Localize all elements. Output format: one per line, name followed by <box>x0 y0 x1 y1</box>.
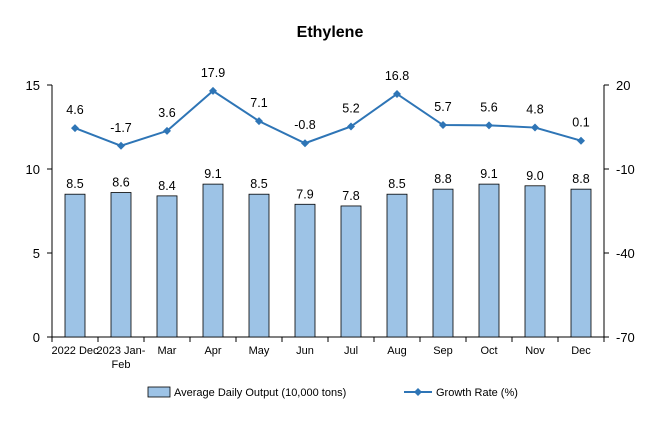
bar-data-label: 9.1 <box>480 167 497 181</box>
x-tick-label-line: Mar <box>158 345 177 357</box>
y-left-tick-label: 15 <box>26 78 40 93</box>
x-tick-label-line: 2023 Jan- <box>97 345 146 357</box>
x-tick-label: Nov <box>525 345 545 357</box>
line-data-label: -1.7 <box>110 121 132 135</box>
bar-data-label: 7.9 <box>296 187 313 201</box>
legend-bar-swatch <box>147 386 171 398</box>
y-left-tick-label: 0 <box>33 330 40 345</box>
line-data-label: 16.8 <box>385 69 409 83</box>
line-series <box>71 86 585 150</box>
bar-data-label: 8.8 <box>434 172 451 186</box>
bar-data-label: 8.4 <box>158 179 175 193</box>
x-tick-label-line: Oct <box>480 345 497 357</box>
bar-data-label: 9.0 <box>526 169 543 183</box>
x-tick-label: May <box>249 345 270 357</box>
chart-title: Ethylene <box>297 24 364 41</box>
bar-data-label: 8.5 <box>66 177 83 191</box>
bar <box>156 195 178 338</box>
growth-rate-point <box>577 136 585 145</box>
bar <box>248 193 270 338</box>
legend-line-marker <box>414 388 422 396</box>
x-tick-label-line: Apr <box>204 345 221 357</box>
bar <box>64 193 86 338</box>
legend-line-label: Growth Rate (%) <box>436 387 518 399</box>
x-tick-label-line: Sep <box>433 345 453 357</box>
line-data-label: -0.8 <box>294 118 316 132</box>
x-tick-label: Jun <box>296 345 314 357</box>
y-left-tick-label: 5 <box>33 246 40 261</box>
line-data-label: 5.7 <box>434 100 451 114</box>
line-data-label: 7.1 <box>250 96 267 110</box>
bar-data-label: 8.5 <box>250 177 267 191</box>
x-tick-label-line: Dec <box>571 345 591 357</box>
x-tick-label-line: Jul <box>344 345 358 357</box>
growth-rate-point <box>301 139 309 148</box>
line-data-label: 0.1 <box>572 116 589 130</box>
x-tick-label-line: May <box>249 345 270 357</box>
growth-rate-point <box>255 117 263 126</box>
bar <box>386 193 408 338</box>
growth-rate-point <box>347 122 355 131</box>
growth-rate-point <box>117 141 125 150</box>
legend-bar-label: Average Daily Output (10,000 tons) <box>174 387 346 399</box>
bar-data-label: 8.8 <box>572 172 589 186</box>
bar <box>524 185 546 338</box>
y-right-tick-label: -10 <box>616 162 635 177</box>
x-tick-label: 2023 Jan- Feb <box>97 345 146 371</box>
line-data-label: 3.6 <box>158 106 175 120</box>
line-data-label: 17.9 <box>201 66 225 80</box>
bar-data-label: 9.1 <box>204 167 221 181</box>
x-tick-label: Sep <box>433 345 453 357</box>
x-tick-label: Apr <box>204 345 221 357</box>
x-tick-label-line: Aug <box>387 345 407 357</box>
bar <box>432 188 454 338</box>
y-right-tick-label: -70 <box>616 330 635 345</box>
x-tick-label: Oct <box>480 345 497 357</box>
line-data-label: 5.2 <box>342 101 359 115</box>
bar-data-label: 7.8 <box>342 189 359 203</box>
x-tick-label: Aug <box>387 345 407 357</box>
x-tick-label-line: Feb <box>112 359 131 371</box>
x-tick-label: Mar <box>158 345 177 357</box>
growth-rate-point <box>209 86 217 95</box>
bar <box>294 203 316 338</box>
bar <box>570 188 592 338</box>
bar <box>478 183 500 338</box>
x-tick-label-line: 2022 Dec <box>51 345 99 357</box>
growth-rate-point <box>393 89 401 98</box>
x-tick-label: Jul <box>344 345 358 357</box>
line-data-label: 4.8 <box>526 103 543 117</box>
x-tick-label-line: Nov <box>525 345 545 357</box>
line-data-label: 4.6 <box>66 103 83 117</box>
bar <box>110 192 132 338</box>
growth-rate-line <box>74 89 582 147</box>
bar-series <box>64 183 592 338</box>
growth-rate-point <box>163 126 171 135</box>
y-right-tick-label: -40 <box>616 246 635 261</box>
growth-rate-point <box>531 123 539 132</box>
legend: Average Daily Output (10,000 tons) Growth… <box>147 386 518 399</box>
bar-data-label: 8.6 <box>112 176 129 190</box>
y-left-tick-label: 10 <box>26 162 40 177</box>
growth-rate-point <box>485 121 493 130</box>
growth-rate-point <box>71 124 79 133</box>
x-tick-label: Dec <box>571 345 591 357</box>
x-tick-label: 2022 Dec <box>51 345 99 357</box>
line-data-label: 5.6 <box>480 100 497 114</box>
growth-rate-point <box>439 121 447 130</box>
x-tick-label-line: Jun <box>296 345 314 357</box>
data-labels: 8.5 8.6 8.4 9.1 8.5 7.9 7.8 8.5 8.8 9.1 9.0 8.8 4.6 -… <box>66 66 589 203</box>
y-right-tick-label: 20 <box>616 78 630 93</box>
bar <box>340 205 362 338</box>
bar-data-label: 8.5 <box>388 177 405 191</box>
bar <box>202 183 224 338</box>
